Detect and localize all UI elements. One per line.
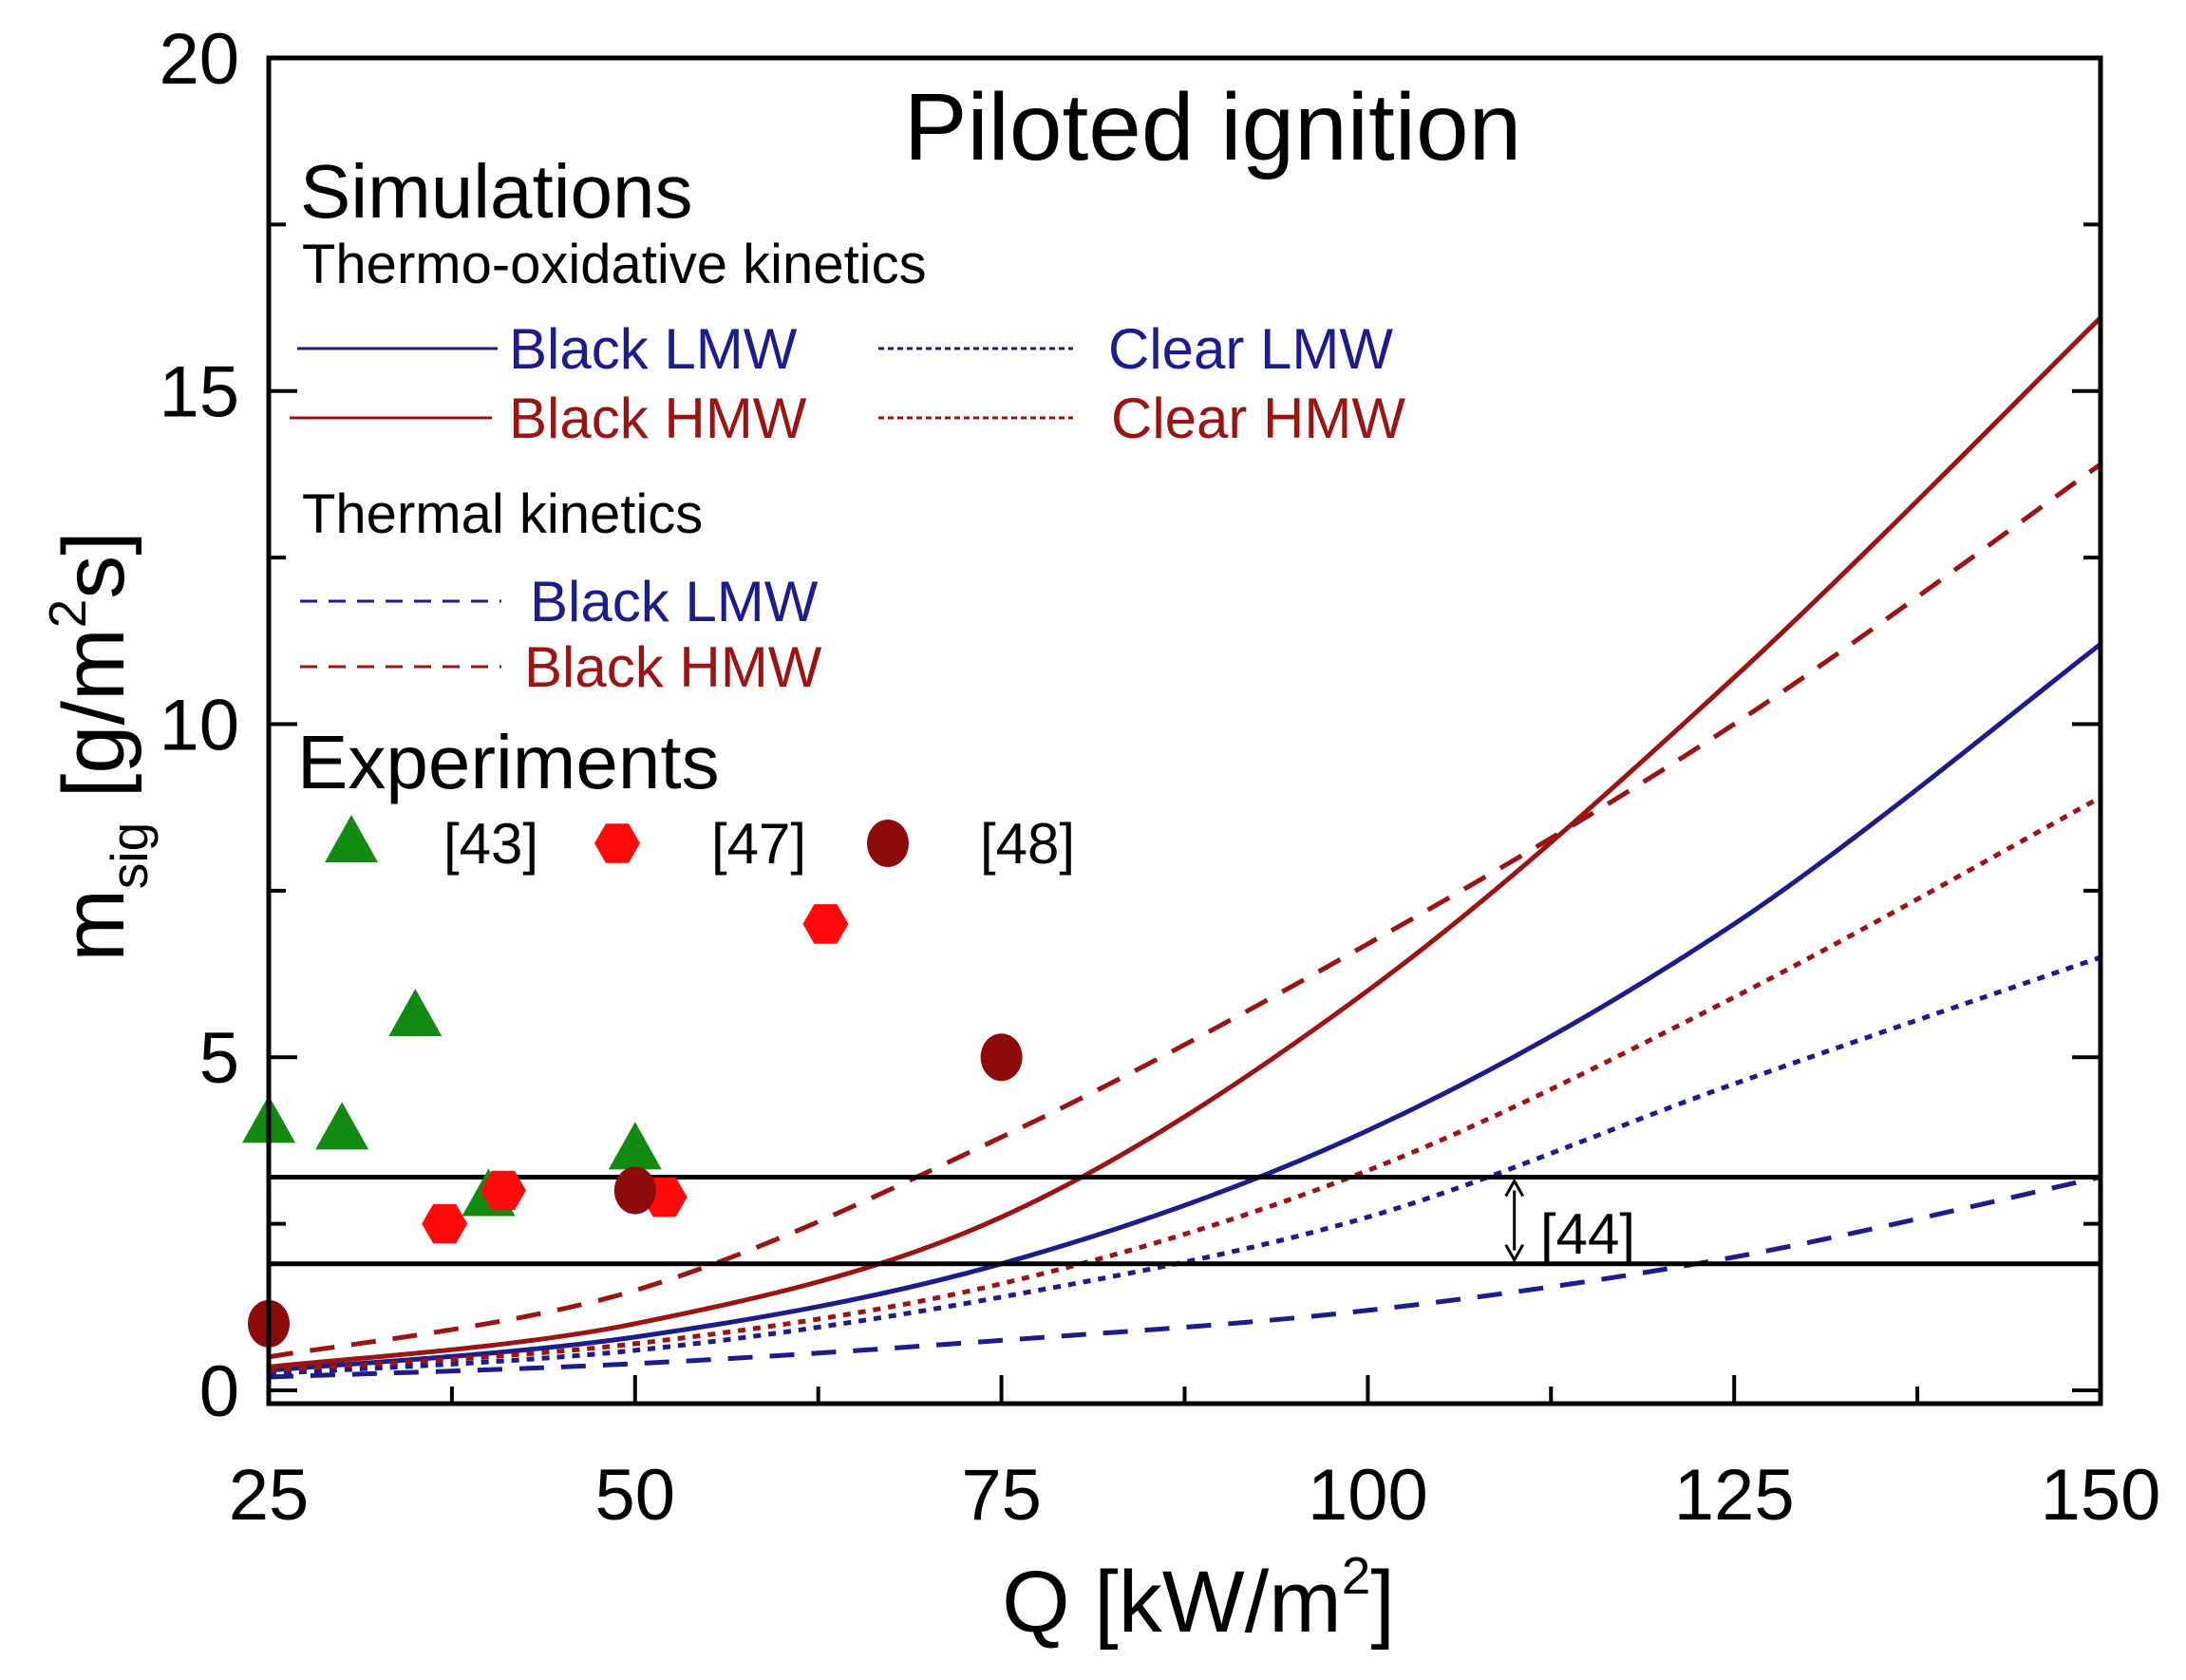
legend-thermo-heading: Thermo-oxidative kinetics (302, 234, 927, 295)
legend-label: [43] (443, 812, 538, 876)
triangle-marker (388, 989, 443, 1037)
x-axis-label: Q [kW/m2] (1002, 1546, 1395, 1651)
series-line (268, 954, 2101, 1376)
arrow-head-up (1504, 1178, 1525, 1198)
series-line (268, 462, 2102, 1360)
series-line (268, 1175, 2101, 1380)
arrow-head-down (1504, 1243, 1525, 1263)
x-tick-label: 150 (2041, 1455, 2161, 1536)
circle-marker (980, 1033, 1023, 1082)
legend-label: Black LMW (509, 317, 798, 381)
hexagon-marker (480, 1170, 526, 1211)
legend-label: Black LMW (530, 570, 819, 633)
legend-label: [47] (711, 812, 806, 876)
legend-label: Black HMW (509, 387, 807, 450)
legend-simulations-heading: Simulations (300, 149, 693, 234)
x-tick-label: 50 (595, 1455, 676, 1536)
x-tick-label: 25 (229, 1455, 310, 1536)
triangle-marker (608, 1122, 662, 1170)
x-tick-label: 125 (1674, 1455, 1795, 1536)
series-line (268, 315, 2102, 1369)
x-tick-label: 75 (961, 1455, 1042, 1536)
y-tick-label: 15 (159, 352, 239, 433)
y-tick-label: 5 (199, 1018, 239, 1099)
hexagon-marker (422, 1203, 468, 1244)
circle-marker (613, 1166, 656, 1215)
legend-label: Black HMW (524, 635, 822, 699)
y-tick-label: 0 (199, 1351, 239, 1432)
hexagon-marker (802, 904, 849, 944)
legend-thermal-heading: Thermal kinetics (302, 483, 703, 545)
legend-label: Clear LMW (1108, 317, 1393, 381)
y-tick-label: 10 (159, 685, 239, 765)
triangle-marker (315, 1102, 369, 1150)
triangle-marker (325, 815, 378, 862)
y-tick-label: 20 (159, 19, 239, 100)
legend-label: [48] (980, 812, 1075, 876)
legend-experiments-heading: Experiments (297, 720, 720, 804)
circle-marker (867, 820, 909, 867)
reference-band-label: [44] (1540, 1202, 1635, 1266)
chart-title: Piloted ignition (904, 74, 1521, 180)
x-tick-label: 100 (1308, 1455, 1428, 1536)
hexagon-marker (594, 823, 640, 863)
y-axis-label: msig [g/m2s] (38, 531, 159, 962)
series-line (268, 642, 2102, 1373)
legend-label: Clear HMW (1111, 387, 1405, 450)
series-line (268, 795, 2102, 1373)
